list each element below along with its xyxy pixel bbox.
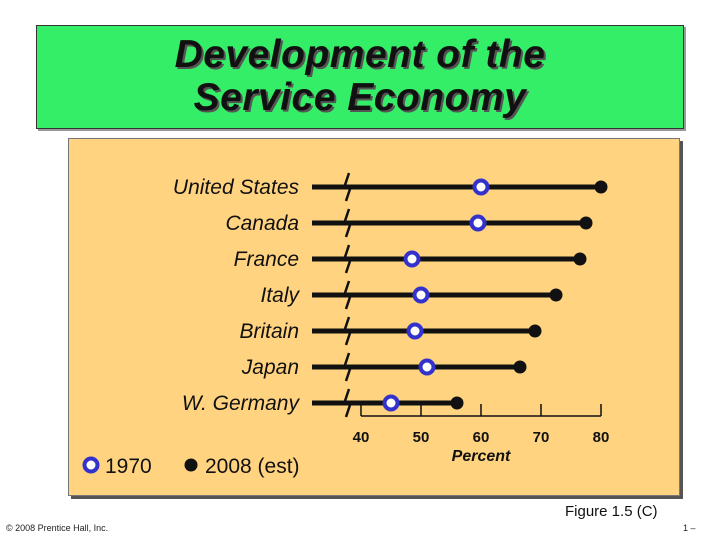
x-tick-label-80: 80 xyxy=(593,429,610,446)
axis-break-w-germany xyxy=(343,388,352,418)
legend-2008-label: 2008 (est) xyxy=(205,455,300,478)
country-label-canada: Canada xyxy=(225,212,299,235)
axis-break-italy xyxy=(343,280,352,310)
point-2008-united-states xyxy=(594,180,608,194)
x-tick-label-60: 60 xyxy=(473,429,490,446)
point-1970-britain xyxy=(406,322,424,340)
figure-label: Figure 1.5 (C) xyxy=(565,503,658,520)
legend-1970-label: 1970 xyxy=(105,455,152,478)
x-tick-label-70: 70 xyxy=(533,429,550,446)
point-1970-canada xyxy=(469,214,487,232)
axis-break-canada xyxy=(343,208,352,238)
point-2008-britain xyxy=(528,324,542,338)
point-1970-france xyxy=(403,250,421,268)
point-2008-w-germany xyxy=(450,396,464,410)
point-1970-united-states xyxy=(472,178,490,196)
x-tick-label-50: 50 xyxy=(413,429,430,446)
point-2008-italy xyxy=(549,288,563,302)
point-1970-italy xyxy=(412,286,430,304)
slide-title-line1: Development of the xyxy=(174,33,546,76)
country-label-britain: Britain xyxy=(239,320,299,343)
country-label-united-states: United States xyxy=(173,176,300,199)
x-axis-title: Percent xyxy=(452,448,511,465)
axis-break-france xyxy=(343,244,352,274)
point-1970-w-germany xyxy=(382,394,400,412)
country-label-japan: Japan xyxy=(241,356,299,379)
point-2008-japan xyxy=(513,360,527,374)
legend-1970-marker xyxy=(82,456,100,474)
title-box: Development of the Service Economy xyxy=(36,25,684,129)
country-label-italy: Italy xyxy=(260,284,300,307)
country-label-france: France xyxy=(234,248,299,271)
axis-break-britain xyxy=(343,316,352,346)
x-tick-label-40: 40 xyxy=(353,429,370,446)
chart-panel: United States Canada France Italy Britain Jap… xyxy=(68,138,680,496)
page-number: 1 – xyxy=(683,523,696,533)
axis-break-japan xyxy=(343,352,352,382)
axis-break-united-states xyxy=(343,172,352,202)
point-1970-japan xyxy=(418,358,436,376)
country-label-w-germany: W. Germany xyxy=(182,392,301,415)
copyright-notice: © 2008 Prentice Hall, Inc. xyxy=(6,523,109,533)
legend-2008-marker xyxy=(184,458,198,472)
point-2008-canada xyxy=(579,216,593,230)
slide-title-line2: Service Economy xyxy=(193,76,527,119)
dot-chart: United States Canada France Italy Britain Jap… xyxy=(82,172,610,478)
point-2008-france xyxy=(573,252,587,266)
